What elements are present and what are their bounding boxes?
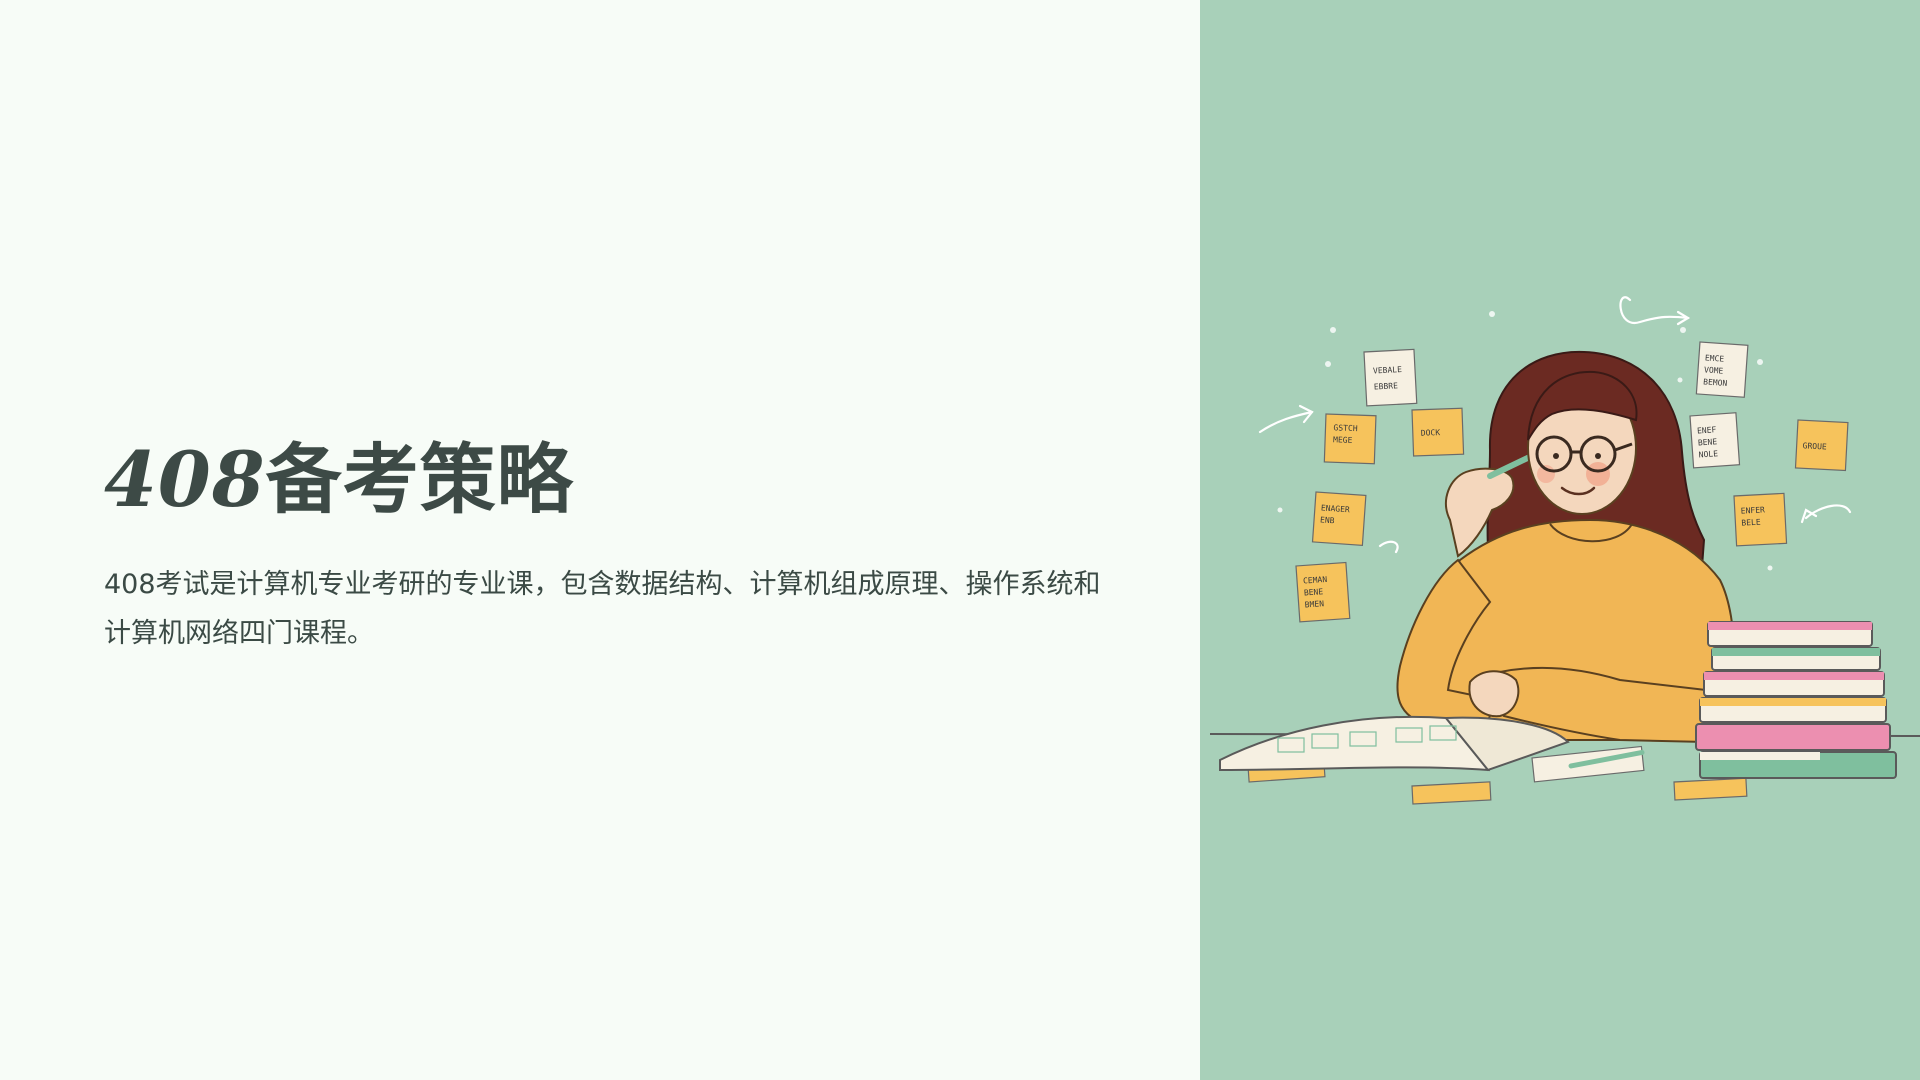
- svg-text:BMEN: BMEN: [1304, 599, 1324, 609]
- svg-text:DOCK: DOCK: [1421, 428, 1441, 438]
- raised-arm: [1396, 558, 1498, 727]
- svg-text:CEMAN: CEMAN: [1303, 575, 1328, 586]
- book-stack: [1695, 621, 1897, 779]
- slide-title: 408备考策略: [104, 435, 574, 524]
- hand: [1445, 467, 1515, 558]
- svg-text:VEBALE: VEBALE: [1373, 365, 1403, 376]
- decorative-dots: [1277, 311, 1773, 571]
- svg-text:GROUE: GROUE: [1802, 441, 1827, 451]
- svg-text:ENAGER: ENAGER: [1321, 503, 1351, 514]
- student-studying-illustration: VEBALE EBBRE EMCE VOME BEMON ENEF BENE N…: [1209, 296, 1920, 805]
- svg-text:ENB: ENB: [1320, 515, 1335, 525]
- illustration-panel: VEBALE EBBRE EMCE VOME BEMON ENEF BENE N…: [1200, 0, 1920, 1080]
- open-book: [1219, 715, 1570, 772]
- svg-text:VOME: VOME: [1704, 365, 1724, 375]
- svg-text:BENE: BENE: [1698, 437, 1718, 447]
- svg-text:BENE: BENE: [1304, 587, 1324, 597]
- svg-text:ENFER: ENFER: [1741, 505, 1766, 515]
- svg-text:BEMON: BEMON: [1703, 377, 1728, 388]
- slide-description: 408考试是计算机专业考研的专业课，包含数据结构、计算机组成原理、操作系统和计算…: [104, 569, 1101, 649]
- svg-text:EMCE: EMCE: [1705, 353, 1725, 363]
- paper-notes: VEBALE EBBRE EMCE VOME BEMON ENEF BENE N…: [1363, 341, 1749, 783]
- glasses-icon: [1535, 435, 1633, 473]
- svg-text:GSTCH: GSTCH: [1333, 423, 1358, 433]
- svg-text:ENEF: ENEF: [1697, 425, 1717, 435]
- svg-text:BELE: BELE: [1741, 518, 1761, 528]
- svg-text:EBBRE: EBBRE: [1374, 381, 1399, 391]
- text-panel: 408备考策略 408考试是计算机专业考研的专业课，包含数据结构、计算机组成原理…: [104, 435, 1101, 649]
- svg-text:NOLE: NOLE: [1698, 449, 1718, 459]
- swirl-arrows: [1258, 296, 1852, 554]
- svg-text:MEGE: MEGE: [1333, 435, 1353, 445]
